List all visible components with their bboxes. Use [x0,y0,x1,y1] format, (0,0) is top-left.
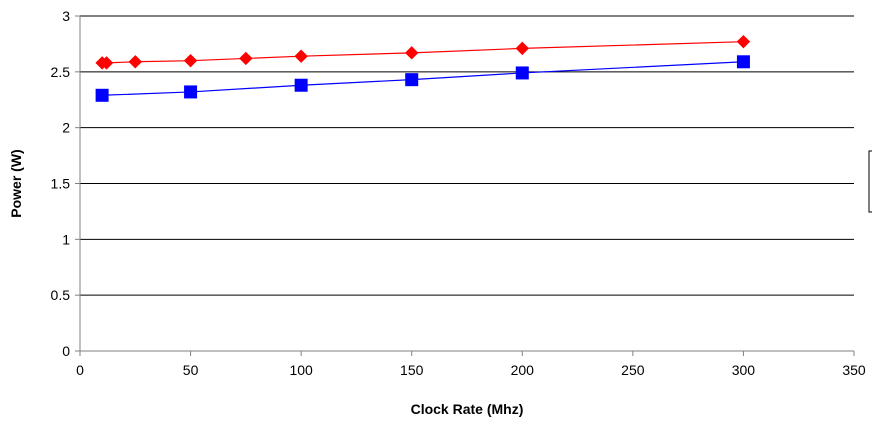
series-0-point-6 [405,46,419,60]
series-1-line [102,61,744,96]
x-tick-label-0: 0 [76,362,84,378]
x-tick-label-3: 150 [400,362,424,378]
x-tick-label-5: 250 [621,362,645,378]
series-0-point-3 [183,53,198,68]
legend-box [868,150,872,213]
series-0-point-7 [515,41,529,56]
y-tick-label-4: 2 [62,120,70,136]
series-layer [95,34,751,102]
label-layer: Clock Rate (Mhz) Power (W) 0 0.5 1 1.5 2 2.5 3… [8,8,866,417]
grid-layer [80,15,854,296]
series-1-point-1 [184,85,198,99]
series-0-line [102,41,744,64]
x-axis-title: Clock Rate (Mhz) [411,401,524,417]
series-1-point-0 [95,88,109,102]
series-1-point-2 [294,78,308,92]
series-1-point-5 [736,55,750,69]
x-tick-label-2: 100 [289,362,313,378]
x-tick-label-4: 200 [511,362,535,378]
series-1-point-3 [405,73,419,87]
y-axis-title: Power (W) [8,149,24,217]
series-1-point-4 [515,66,529,80]
series-0-point-5 [294,49,308,63]
x-tick-label-1: 50 [183,362,199,378]
axis-layer [75,15,855,356]
x-tick-label-6: 300 [732,362,756,378]
y-tick-label-3: 1.5 [51,176,71,192]
series-0-point-4 [239,51,253,66]
y-tick-label-2: 1 [62,231,70,247]
series-0-point-2 [128,55,142,69]
series-0-point-1 [99,56,114,70]
y-tick-label-5: 2.5 [51,64,71,80]
y-tick-label-6: 3 [62,8,70,24]
x-tick-label-7: 350 [842,362,866,378]
series-0-point-8 [736,34,751,49]
y-tick-label-0: 0 [62,343,70,359]
legend [868,150,872,213]
y-tick-label-1: 0.5 [51,287,71,303]
